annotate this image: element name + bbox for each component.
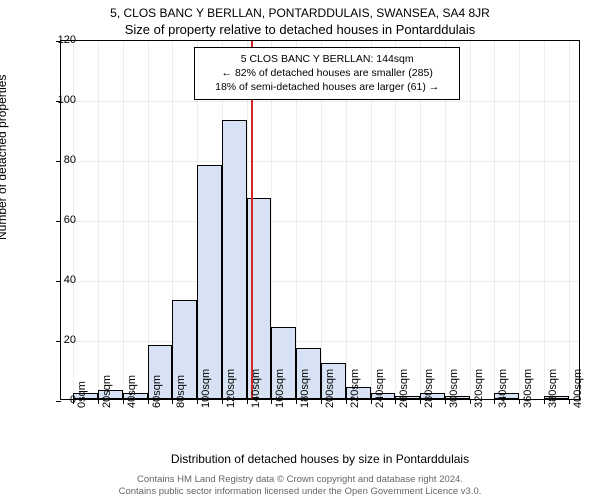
xtick-label: 320sqm bbox=[473, 369, 485, 408]
xtick-label: 300sqm bbox=[448, 369, 460, 408]
gridline-v bbox=[98, 41, 99, 399]
xtick-label: 380sqm bbox=[547, 369, 559, 408]
annotation-line: ← 82% of detached houses are smaller (28… bbox=[201, 66, 453, 80]
xtick-label: 280sqm bbox=[423, 369, 435, 408]
chart-title: Size of property relative to detached ho… bbox=[0, 22, 600, 37]
xtick-label: 0sqm bbox=[76, 381, 88, 408]
xtick-label: 180sqm bbox=[299, 369, 311, 408]
gridline-v bbox=[494, 41, 495, 399]
y-axis-label: Number of detached properties bbox=[0, 75, 9, 240]
xtick-label: 400sqm bbox=[572, 369, 584, 408]
ytick-label: 80 bbox=[46, 154, 76, 166]
ytick-label: 20 bbox=[46, 334, 76, 346]
annotation-line: 5 CLOS BANC Y BERLLAN: 144sqm bbox=[201, 52, 453, 66]
histogram-bar bbox=[222, 120, 247, 399]
chart-supertitle: 5, CLOS BANC Y BERLLAN, PONTARDDULAIS, S… bbox=[0, 6, 600, 20]
xtick-label: 120sqm bbox=[225, 369, 237, 408]
plot-area: 5 CLOS BANC Y BERLLAN: 144sqm← 82% of de… bbox=[60, 40, 580, 400]
xtick-label: 160sqm bbox=[274, 369, 286, 408]
xtick-mark bbox=[271, 399, 272, 404]
histogram-bar bbox=[197, 165, 222, 399]
xtick-label: 140sqm bbox=[250, 369, 262, 408]
annotation-box: 5 CLOS BANC Y BERLLAN: 144sqm← 82% of de… bbox=[194, 47, 460, 100]
ytick-label: 60 bbox=[46, 214, 76, 226]
gridline-v bbox=[470, 41, 471, 399]
xtick-mark bbox=[222, 399, 223, 404]
gridline-h bbox=[61, 221, 579, 222]
xtick-mark bbox=[296, 399, 297, 404]
gridline-v bbox=[123, 41, 124, 399]
xtick-label: 240sqm bbox=[374, 369, 386, 408]
footer-line-1: Contains HM Land Registry data © Crown c… bbox=[0, 474, 600, 486]
ytick-label: 100 bbox=[46, 94, 76, 106]
ytick-label: 120 bbox=[46, 34, 76, 46]
xtick-mark bbox=[544, 399, 545, 404]
xtick-mark bbox=[247, 399, 248, 404]
gridline-h bbox=[61, 281, 579, 282]
xtick-mark bbox=[98, 399, 99, 404]
gridline-h bbox=[61, 161, 579, 162]
xtick-mark bbox=[569, 399, 570, 404]
xtick-label: 360sqm bbox=[522, 369, 534, 408]
gridline-v bbox=[544, 41, 545, 399]
xtick-mark bbox=[346, 399, 347, 404]
xtick-mark bbox=[445, 399, 446, 404]
xtick-mark bbox=[494, 399, 495, 404]
xtick-label: 260sqm bbox=[398, 369, 410, 408]
xtick-label: 100sqm bbox=[200, 369, 212, 408]
annotation-line: 18% of semi-detached houses are larger (… bbox=[201, 80, 453, 94]
xtick-label: 200sqm bbox=[324, 369, 336, 408]
xtick-label: 80sqm bbox=[175, 375, 187, 408]
xtick-mark bbox=[395, 399, 396, 404]
xtick-label: 60sqm bbox=[151, 375, 163, 408]
gridline-v bbox=[519, 41, 520, 399]
gridline-v bbox=[569, 41, 570, 399]
gridline-h bbox=[61, 101, 579, 102]
xtick-label: 20sqm bbox=[101, 375, 113, 408]
xtick-label: 340sqm bbox=[497, 369, 509, 408]
x-axis-label: Distribution of detached houses by size … bbox=[60, 452, 580, 466]
xtick-label: 40sqm bbox=[126, 375, 138, 408]
footer-attribution: Contains HM Land Registry data © Crown c… bbox=[0, 474, 600, 498]
ytick-label: 40 bbox=[46, 274, 76, 286]
xtick-mark bbox=[172, 399, 173, 404]
footer-line-2: Contains public sector information licen… bbox=[0, 486, 600, 498]
xtick-mark bbox=[371, 399, 372, 404]
xtick-mark bbox=[420, 399, 421, 404]
xtick-mark bbox=[123, 399, 124, 404]
ytick-label: 0 bbox=[46, 394, 76, 406]
xtick-label: 220sqm bbox=[349, 369, 361, 408]
xtick-mark bbox=[197, 399, 198, 404]
xtick-mark bbox=[148, 399, 149, 404]
gridline-h bbox=[61, 341, 579, 342]
xtick-mark bbox=[519, 399, 520, 404]
xtick-mark bbox=[470, 399, 471, 404]
xtick-mark bbox=[321, 399, 322, 404]
